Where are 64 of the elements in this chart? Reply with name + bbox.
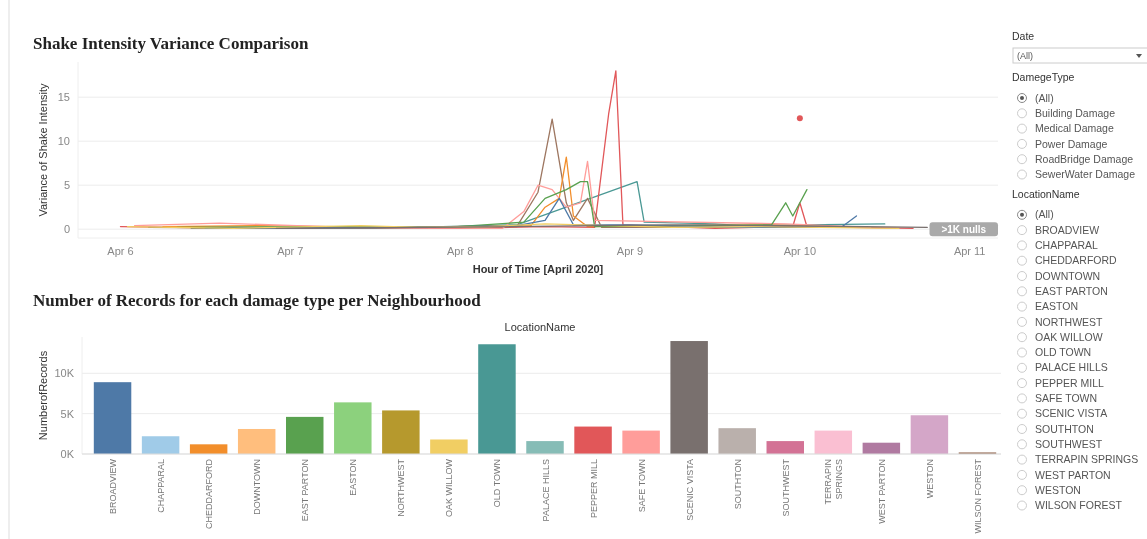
chart-title: Shake Intensity Variance Comparison (33, 34, 309, 53)
category-label: BROADVIEW (1035, 223, 1100, 236)
x-tick-label: SOUTHTON (732, 459, 743, 510)
x-tick-label: OAK WILLOW (444, 458, 455, 518)
x-tick-label: EAST PARTON (300, 459, 311, 522)
x-tick-label: CHEDDARFORD (204, 458, 215, 530)
category-label: EAST PARTON (1035, 284, 1108, 297)
x-tick-label: TERRAPIN SPRINGS (823, 459, 845, 505)
category-label: Power Damage (1035, 137, 1108, 150)
category-label: SCENIC VISTA (1035, 407, 1108, 420)
category-label: OAK WILLOW (1035, 330, 1103, 343)
x-axis-title: LocationName (504, 321, 576, 333)
category-label: Building Damage (1035, 106, 1116, 119)
x-tick-label: Apr 6 (107, 245, 134, 257)
y-tick-label: 0 (63, 223, 70, 236)
x-tick-label: Apr 8 (447, 245, 474, 257)
x-tick-label: NORTHWEST (396, 458, 407, 517)
x-axis-title: Hour of Time [April 2020] (472, 263, 604, 275)
category-label: CHEDDARFORD (1035, 254, 1118, 267)
x-tick-label: BROADVIEW (108, 458, 119, 515)
x-tick-label: WEST PARTON (876, 459, 887, 524)
x-tick-label: CHAPPARAL (156, 459, 167, 513)
x-tick-label: PEPPER MILL (588, 459, 599, 519)
x-tick-label: Apr 9 (616, 245, 644, 257)
category-label: OLD TOWN (1035, 346, 1092, 359)
category-label: NORTHWEST (1035, 315, 1104, 328)
category-label: DOWNTOWN (1035, 269, 1101, 282)
category-label: SAFE TOWN (1035, 392, 1098, 405)
x-tick-label: EASTON (348, 459, 359, 496)
y-tick-label: 5 (63, 179, 70, 192)
x-tick-label: SAFE TOWN (636, 459, 647, 513)
category-label: SOUTHTON (1035, 422, 1094, 435)
category-label: (All) (1035, 91, 1054, 104)
x-tick-label: SCENIC VISTA (684, 459, 695, 521)
y-tick-label: 10 (57, 135, 70, 148)
x-tick-label: Apr 10 (783, 245, 817, 257)
category-label: (All) (1035, 208, 1054, 221)
category-label: PEPPER MILL (1035, 376, 1105, 389)
category-label: EASTON (1035, 300, 1078, 313)
x-tick-label: WILSON FOREST (972, 458, 983, 534)
category-label: SewerWater Damage (1035, 168, 1136, 181)
x-tick-label: Apr 11 (953, 245, 986, 257)
x-tick-label: WESTON (924, 459, 935, 499)
y-tick-label: 15 (57, 91, 70, 104)
category-label: Medical Damage (1035, 122, 1114, 135)
chart-title: Number of Records for each damage type per Neighbourhood (33, 291, 482, 310)
category-label: SOUTHWEST (1035, 437, 1103, 450)
text: Date (1012, 30, 1035, 42)
y-axis-title: NumberofRecords (37, 350, 49, 441)
y-tick-label: 10K (54, 367, 75, 380)
x-tick-label: PALACE HILLS (540, 459, 551, 522)
x-tick-label: OLD TOWN (492, 459, 503, 508)
y-tick-label: 0K (60, 447, 75, 460)
text: DamegeType (1012, 71, 1075, 83)
y-tick-label: 5K (60, 407, 75, 420)
x-tick-label: SOUTHWEST (780, 458, 791, 517)
category-label: RoadBridge Damage (1035, 152, 1134, 165)
text: (All) (1017, 50, 1033, 61)
category-label: PALACE HILLS (1035, 361, 1108, 374)
x-tick-label: DOWNTOWN (252, 459, 263, 515)
text: LocationName (1012, 187, 1080, 200)
y-axis-title: Variance of Shake Intensity (37, 82, 49, 217)
x-tick-label: Apr 7 (277, 245, 304, 257)
annotation: >1K nulls (941, 223, 987, 235)
